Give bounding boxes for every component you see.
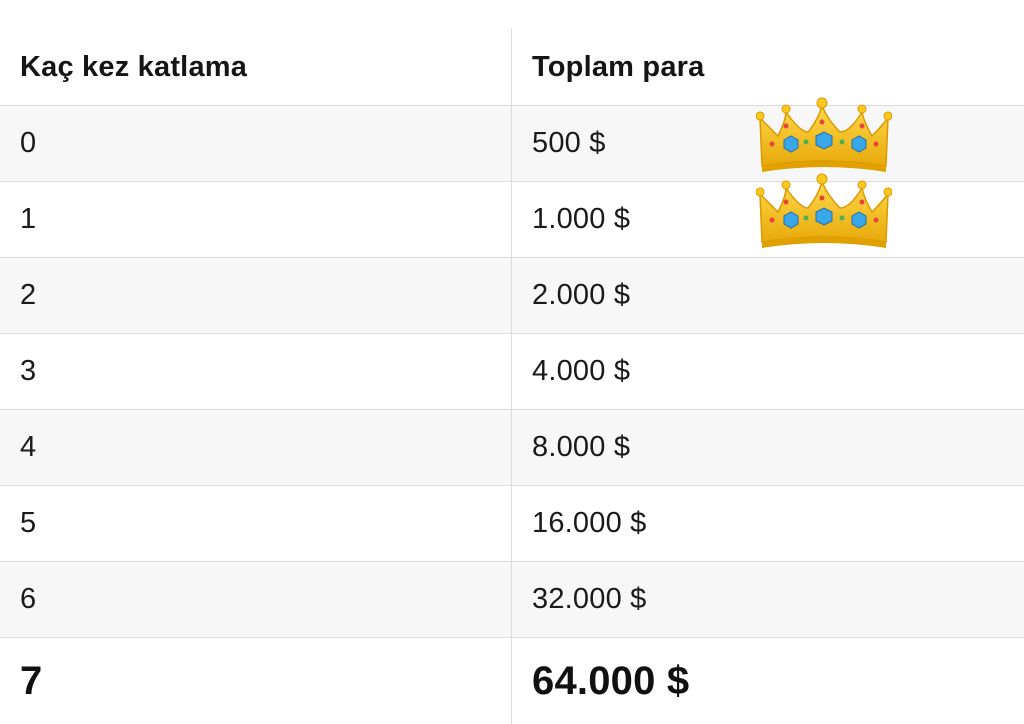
table-row-final: 7 64.000 $ (0, 638, 1024, 724)
total-money-cell: 16.000 $ (532, 507, 647, 539)
total-money-cell: 1.000 $ (532, 203, 631, 235)
total-money-cell: 8.000 $ (532, 431, 631, 463)
fold-count-cell: 3 (0, 334, 512, 409)
fold-count-cell-final: 7 (0, 638, 512, 724)
fold-count-cell: 1 (0, 182, 512, 257)
table-row: 5 16.000 $ (0, 486, 1024, 562)
crown-icon (756, 173, 892, 248)
crown-icon (756, 97, 892, 172)
total-money-cell: 500 $ (532, 127, 606, 159)
fold-count-cell: 6 (0, 562, 512, 637)
table-row: 4 8.000 $ (0, 410, 1024, 486)
total-money-cell: 32.000 $ (532, 583, 647, 615)
column-header-fold-count: Kaç kez katlama (0, 28, 512, 105)
table-header-row: Kaç kez katlama Toplam para (0, 28, 1024, 106)
column-header-total-money: Toplam para (532, 51, 705, 83)
fold-count-cell: 4 (0, 410, 512, 485)
table-row: 2 2.000 $ (0, 258, 1024, 334)
total-money-cell-final: 64.000 $ (532, 658, 690, 703)
fold-count-cell: 5 (0, 486, 512, 561)
total-money-cell: 2.000 $ (532, 279, 631, 311)
table-row: 3 4.000 $ (0, 334, 1024, 410)
fold-count-cell: 2 (0, 258, 512, 333)
fold-count-cell: 0 (0, 106, 512, 181)
total-money-cell: 4.000 $ (532, 355, 631, 387)
folding-money-table: Kaç kez katlama Toplam para 0 500 $ 1 1.… (0, 28, 1024, 724)
table-row: 6 32.000 $ (0, 562, 1024, 638)
